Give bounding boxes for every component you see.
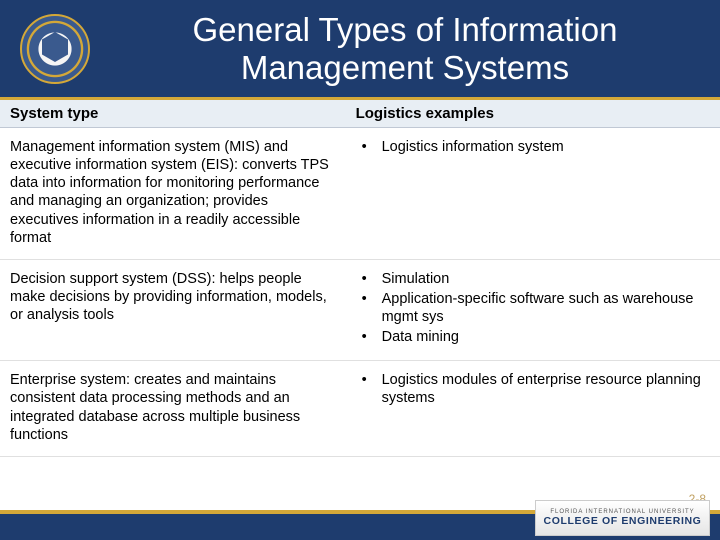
content-area: System type Logistics examples Managemen… [0,100,720,457]
cell-system-type: Enterprise system: creates and maintains… [0,361,346,457]
example-list: Simulation Application-specific software… [356,270,710,347]
cell-examples: Logistics information system [346,128,720,260]
table-header-examples: Logistics examples [346,100,720,128]
header-band: General Types of Information Management … [0,0,720,100]
list-item: Data mining [356,328,710,346]
systems-table: System type Logistics examples Managemen… [0,100,720,457]
table-row: Decision support system (DSS): helps peo… [0,259,720,361]
slide-title: General Types of Information Management … [90,11,720,87]
cell-system-type: Management information system (MIS) and … [0,128,346,260]
list-item: Application-specific software such as wa… [356,290,710,326]
cell-examples: Simulation Application-specific software… [346,259,720,361]
list-item: Simulation [356,270,710,288]
cell-system-type: Decision support system (DSS): helps peo… [0,259,346,361]
footer-org-line2: COLLEGE OF ENGINEERING [536,515,709,527]
cell-examples: Logistics modules of enterprise resource… [346,361,720,457]
example-list: Logistics information system [356,138,710,156]
table-row: Enterprise system: creates and maintains… [0,361,720,457]
example-list: Logistics modules of enterprise resource… [356,371,710,407]
table-row: Management information system (MIS) and … [0,128,720,260]
table-header-system-type: System type [0,100,346,128]
university-seal-icon [20,14,90,84]
footer-org-logo: FLORIDA INTERNATIONAL UNIVERSITY COLLEGE… [535,500,710,536]
footer-org-line1: FLORIDA INTERNATIONAL UNIVERSITY [536,509,709,516]
list-item: Logistics modules of enterprise resource… [356,371,710,407]
list-item: Logistics information system [356,138,710,156]
